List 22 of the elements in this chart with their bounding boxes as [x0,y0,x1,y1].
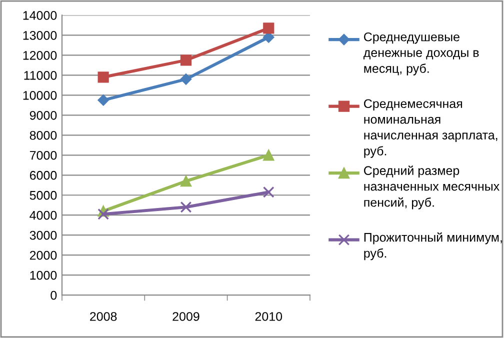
x-tick-label: 2008 [90,312,117,321]
legend-label: Средний размер назначенных месячных пенсий, руб. [364,166,500,210]
y-tick-label: 6000 [30,170,57,180]
y-tick-label: 0 [50,290,57,300]
y-tick-label: 7000 [30,150,57,160]
y-tick-label: 11000 [24,70,57,80]
y-tick-label: 14000 [23,11,57,20]
y-tick-label: 8000 [30,130,57,140]
y-tick-label: 5000 [30,190,57,200]
x-tick-label: 2009 [172,312,200,321]
y-tick-label: 12000 [23,50,57,60]
legend-label: Среднемесячная номинальная начисленная зарплата, руб. [364,99,498,158]
y-tick-label: 9000 [30,110,57,120]
y-tick-label: 3000 [30,230,57,240]
legend-label: Прожиточный минимум, руб. [364,232,502,260]
y-tick-label: 2000 [30,250,57,260]
legend-label: Среднедушевые денежные доходы в месяц, руб. [364,32,479,76]
y-tick-label: 4000 [30,210,57,220]
y-tick-label: 1000 [30,270,57,280]
x-tick-label: 2010 [255,312,282,321]
y-tick-label: 13000 [23,31,57,40]
y-tick-label: 10000 [23,90,57,100]
